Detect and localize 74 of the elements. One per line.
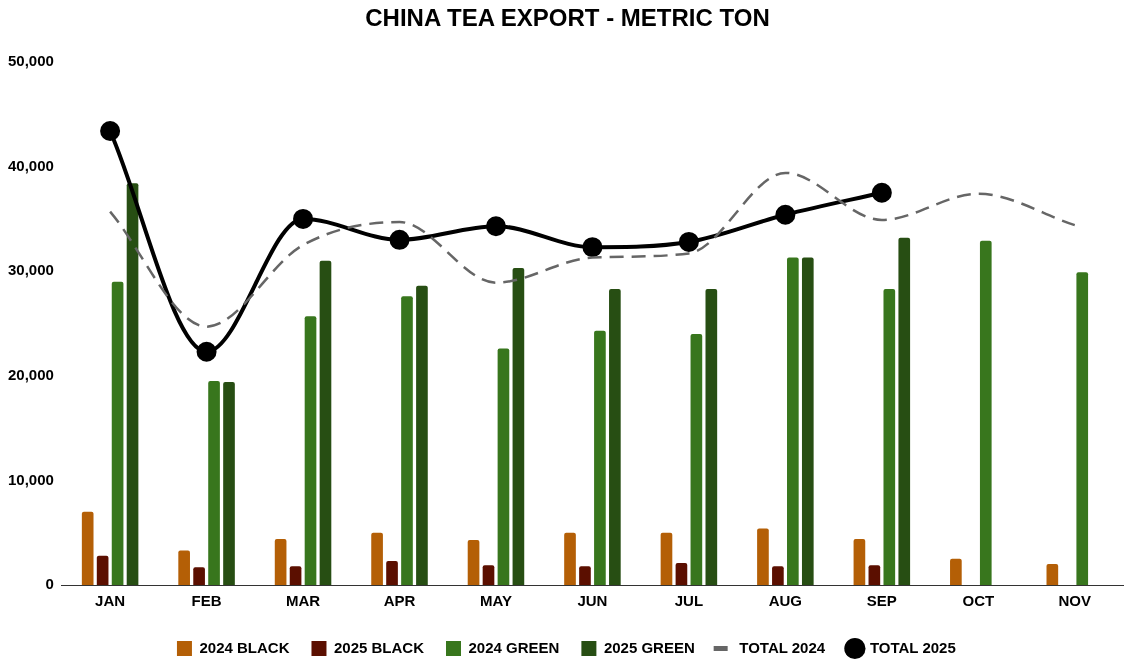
- y-tick-label: 40,000: [7, 156, 54, 174]
- x-tick-label: JUL: [674, 592, 704, 610]
- bar: [208, 381, 220, 585]
- point: [196, 341, 217, 362]
- bar: [579, 566, 591, 585]
- legend-label: 2024 GREEN: [468, 638, 560, 656]
- x-tick-label: FEB: [191, 592, 222, 610]
- y-tick-label: 50,000: [7, 52, 54, 70]
- bar: [482, 565, 495, 585]
- bar: [223, 382, 235, 585]
- x-tick-label: OCT: [962, 592, 995, 610]
- bar: [950, 558, 962, 585]
- x-tick-label: JUN: [577, 592, 608, 610]
- bar: [898, 237, 911, 585]
- bar: [690, 333, 703, 585]
- line-series: [108, 171, 1077, 328]
- bar: [675, 563, 688, 585]
- point: [293, 208, 314, 229]
- bar: [801, 257, 814, 585]
- bar: [564, 532, 576, 585]
- y-tick-label: 0: [45, 575, 54, 593]
- bar: [319, 260, 332, 585]
- bar: [512, 268, 525, 585]
- bar: [126, 183, 139, 585]
- point: [582, 237, 603, 258]
- bar: [96, 555, 109, 585]
- bar: [1046, 564, 1059, 585]
- y-tick-label: 20,000: [7, 365, 54, 383]
- y-tick-label: 10,000: [7, 470, 54, 488]
- x-tick-label: AUG: [768, 592, 803, 610]
- legend-label: 2025 GREEN: [603, 638, 695, 656]
- legend-label: TOTAL 2025: [869, 638, 956, 656]
- x-tick-label: APR: [383, 592, 416, 610]
- bar: [193, 567, 205, 585]
- bar: [371, 532, 383, 585]
- bar: [178, 550, 190, 585]
- bar: [705, 288, 718, 585]
- point: [775, 204, 796, 225]
- bar: [274, 538, 287, 585]
- point: [485, 216, 506, 237]
- bar: [289, 566, 302, 585]
- bar: [111, 281, 124, 585]
- bar: [304, 316, 317, 585]
- bar: [787, 257, 799, 585]
- bar: [772, 566, 784, 585]
- bar: [979, 240, 992, 585]
- bar: [757, 528, 769, 585]
- bar: [416, 285, 428, 585]
- bar: [386, 560, 398, 585]
- bar: [868, 565, 881, 585]
- point: [389, 229, 410, 250]
- legend-label: 2025 BLACK: [333, 638, 425, 656]
- bar: [467, 540, 480, 585]
- x-tick-label: MAY: [479, 592, 512, 610]
- bar: [660, 532, 673, 585]
- point: [871, 182, 892, 203]
- chart-title: CHINA TEA EXPORT - METRIC TON: [364, 4, 771, 32]
- x-tick-label: JAN: [95, 592, 126, 610]
- x-tick-label: NOV: [1058, 592, 1092, 610]
- x-tick-label: MAR: [285, 592, 321, 610]
- bar: [594, 330, 606, 585]
- bar: [1076, 272, 1089, 585]
- bar: [401, 296, 413, 585]
- bar: [853, 538, 866, 585]
- point: [678, 231, 699, 252]
- point: [100, 121, 121, 142]
- x-tick-label: SEP: [866, 592, 897, 610]
- bar: [81, 511, 94, 585]
- bar: [497, 348, 510, 585]
- legend-label: 2024 BLACK: [199, 638, 290, 656]
- legend-label: TOTAL 2024: [739, 638, 826, 656]
- bar: [609, 288, 621, 585]
- bar: [883, 288, 896, 585]
- y-tick-label: 30,000: [7, 261, 54, 279]
